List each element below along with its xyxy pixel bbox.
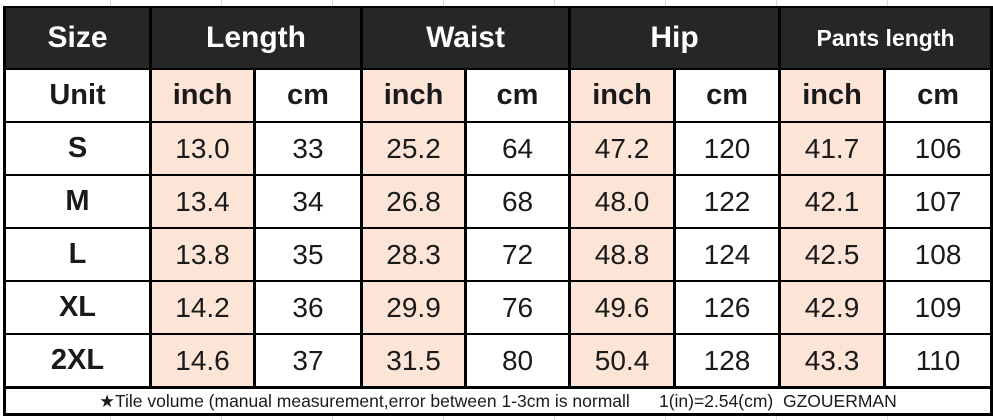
header-row: Size Length Waist Hip Pants length [3,6,993,70]
unit-hip-cm: cm [673,68,782,123]
cell-xl-length-cm: 36 [252,280,364,335]
cell-l-pants-inch: 42.5 [778,227,887,282]
cell-2xl-waist-inch: 31.5 [360,333,468,389]
cell-s-waist-cm: 64 [464,121,572,176]
cell-2xl-pants-cm: 110 [883,333,993,389]
cell-s-pants-inch: 41.7 [778,121,887,176]
cell-xl-waist-inch: 29.9 [360,280,468,335]
cell-xl-hip-cm: 126 [673,280,782,335]
header-pants-length: Pants length [778,6,993,70]
cell-s-length-inch: 13.0 [149,121,256,176]
size-label-m: M [3,174,152,229]
unit-length-inch: inch [149,68,256,123]
table-row-s: S 13.0 33 25.2 64 47.2 120 41.7 106 [3,121,993,176]
cell-xl-pants-inch: 42.9 [778,280,887,335]
size-label-s: S [3,121,152,176]
header-length: Length [148,6,364,70]
cell-l-length-inch: 13.8 [149,227,256,282]
size-label-2xl: 2XL [3,333,152,389]
unit-row: Unit inch cm inch cm inch cm inch cm [3,68,993,123]
cell-m-pants-cm: 107 [883,174,993,229]
cell-2xl-pants-inch: 43.3 [778,333,887,389]
size-label-xl: XL [3,280,152,335]
spreadsheet-gridlines-top [0,0,993,6]
table-row-2xl: 2XL 14.6 37 31.5 80 50.4 128 43.3 110 [3,333,993,389]
header-waist: Waist [360,6,572,70]
cell-2xl-length-cm: 37 [252,333,364,389]
cell-s-length-cm: 33 [252,121,364,176]
cell-s-waist-inch: 25.2 [360,121,468,176]
cell-l-pants-cm: 108 [883,227,993,282]
cell-2xl-hip-cm: 128 [673,333,782,389]
cell-l-hip-cm: 124 [673,227,782,282]
cell-2xl-hip-inch: 50.4 [568,333,677,389]
cell-s-hip-cm: 120 [673,121,782,176]
spreadsheet-gridlines-bottom [0,409,993,420]
cell-xl-waist-cm: 76 [464,280,572,335]
size-chart-table: Size Length Waist Hip Pants length Unit … [2,6,993,416]
cell-m-waist-cm: 68 [464,174,572,229]
footnote-text: ★Tile volume (manual measurement,error b… [2,386,993,416]
unit-pants-cm: cm [883,68,993,123]
unit-pants-inch: inch [778,68,887,123]
unit-waist-inch: inch [360,68,468,123]
cell-2xl-length-inch: 14.6 [149,333,256,389]
footnote-row: ★Tile volume (manual measurement,error b… [2,386,993,416]
cell-xl-hip-inch: 49.6 [568,280,677,335]
header-hip: Hip [568,6,782,70]
cell-2xl-waist-cm: 80 [464,333,572,389]
cell-l-waist-inch: 28.3 [360,227,468,282]
table-row-l: L 13.8 35 28.3 72 48.8 124 42.5 108 [3,227,993,282]
cell-s-hip-inch: 47.2 [568,121,677,176]
cell-m-hip-cm: 122 [673,174,782,229]
table-row-xl: XL 14.2 36 29.9 76 49.6 126 42.9 109 [3,280,993,335]
cell-m-waist-inch: 26.8 [360,174,468,229]
cell-s-pants-cm: 106 [883,121,993,176]
cell-m-pants-inch: 42.1 [778,174,887,229]
unit-length-cm: cm [252,68,364,123]
size-label-l: L [3,227,152,282]
cell-m-length-cm: 34 [252,174,364,229]
unit-waist-cm: cm [464,68,572,123]
unit-hip-inch: inch [568,68,677,123]
cell-l-hip-inch: 48.8 [568,227,677,282]
table-row-m: M 13.4 34 26.8 68 48.0 122 42.1 107 [3,174,993,229]
unit-label: Unit [3,68,152,123]
cell-l-length-cm: 35 [252,227,364,282]
cell-m-length-inch: 13.4 [149,174,256,229]
cell-xl-length-inch: 14.2 [149,280,256,335]
cell-m-hip-inch: 48.0 [568,174,677,229]
cell-l-waist-cm: 72 [464,227,572,282]
header-size: Size [3,6,152,70]
cell-xl-pants-cm: 109 [883,280,993,335]
